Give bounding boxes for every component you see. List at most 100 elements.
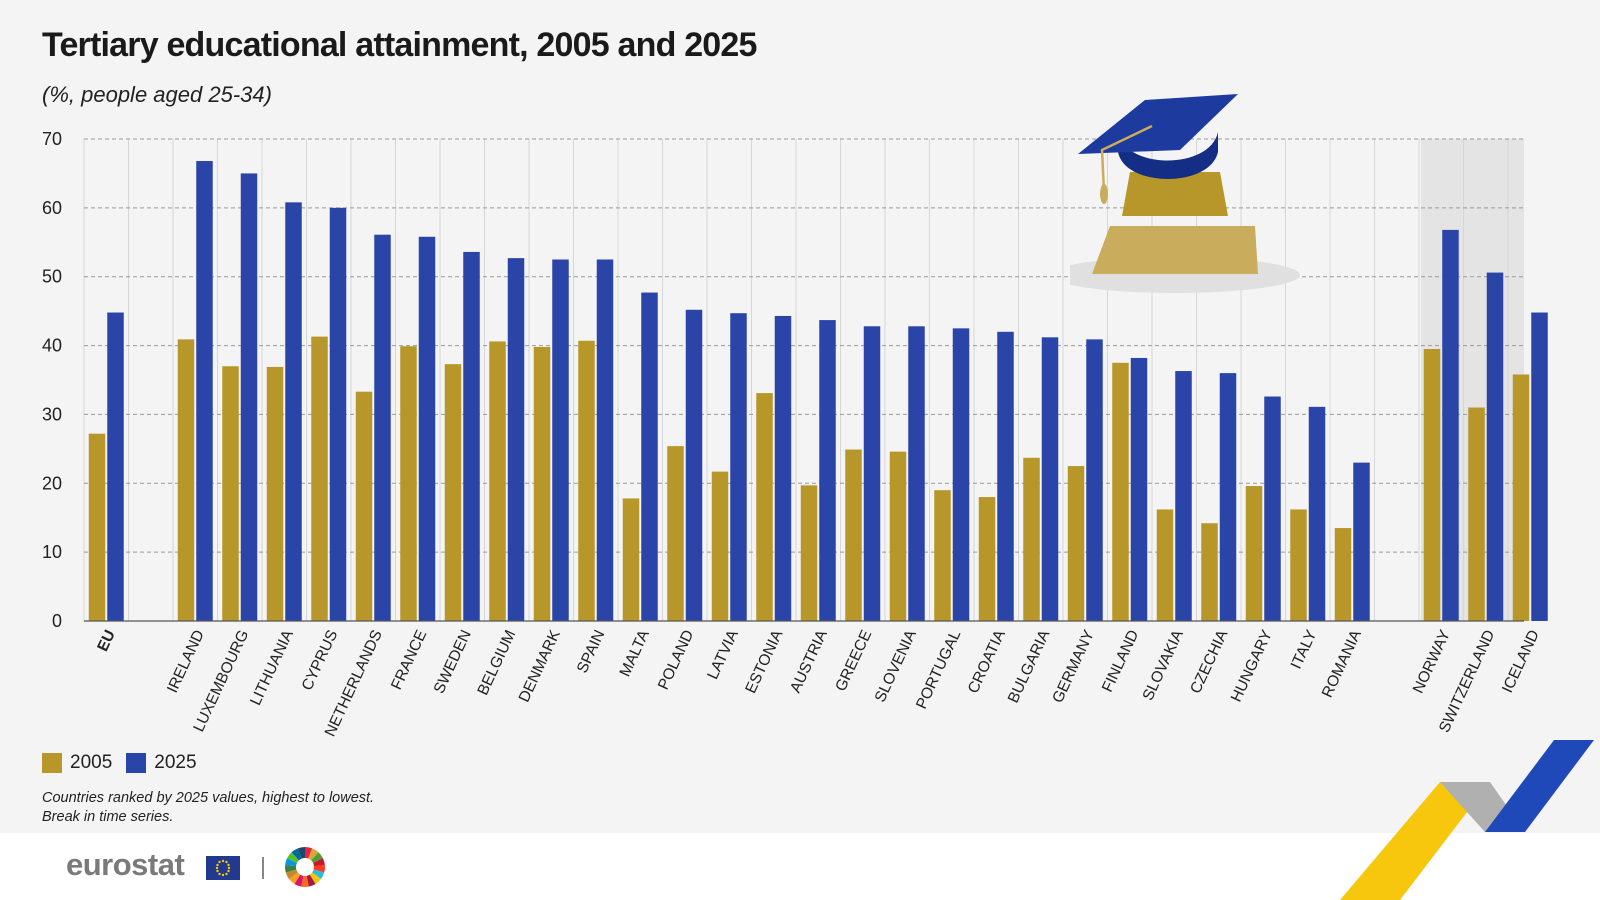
chart-title: Tertiary educational attainment, 2005 an… (42, 26, 757, 64)
bar-2005 (756, 393, 773, 621)
bar-2025 (1353, 462, 1370, 621)
bar-2005 (489, 341, 506, 621)
category-label: ICELAND (1499, 628, 1543, 696)
bar-2005 (1512, 374, 1530, 621)
bar-2005 (1334, 528, 1352, 621)
category-label: EU (94, 628, 119, 655)
footer-divider (262, 857, 264, 879)
legend: 2005 2025 (42, 752, 197, 774)
category-label: POLAND (655, 628, 697, 693)
category-label: CZECHIA (1187, 627, 1231, 696)
y-tick-label: 0 (52, 611, 62, 631)
bar-2025 (1130, 357, 1148, 621)
bar-2025 (596, 259, 614, 621)
bar-2025 (1486, 272, 1504, 621)
bar-2025 (952, 328, 970, 621)
bar-2005 (533, 346, 551, 621)
category-label: CROATIA (965, 627, 1009, 696)
bar-2005 (400, 346, 417, 621)
bar-2025 (285, 202, 302, 621)
bar-2005 (934, 490, 951, 621)
category-label: LITHUANIA (247, 627, 297, 708)
bar-2005 (444, 364, 462, 621)
bar-2025 (641, 292, 658, 621)
y-tick-label: 70 (42, 129, 62, 149)
bar-2025 (997, 331, 1014, 621)
bar-2005 (266, 366, 284, 621)
bar-2025 (107, 312, 124, 621)
bar-2005 (1245, 486, 1263, 621)
legend-swatch-2005 (42, 753, 62, 773)
bar-2025 (1442, 229, 1459, 622)
category-label: DENMARK (516, 627, 564, 705)
bar-2025 (507, 258, 525, 621)
category-label: NORWAY (1410, 628, 1454, 697)
bar-2005 (889, 451, 907, 621)
bar-2005 (1023, 457, 1040, 621)
footer-bar (0, 833, 1600, 900)
category-label: ROMANIA (1319, 627, 1365, 700)
bar-2025 (552, 259, 569, 621)
legend-label-2005: 2005 (70, 752, 113, 773)
bar-2025 (774, 315, 792, 621)
bar-2005 (800, 485, 818, 621)
bar-2005 (622, 498, 640, 621)
bar-2005 (1423, 349, 1441, 621)
bar-2005 (1112, 362, 1129, 621)
bar-2025 (908, 326, 925, 621)
y-tick-label: 30 (42, 404, 62, 424)
bar-2025 (1264, 396, 1281, 621)
y-tick-label: 20 (42, 473, 62, 493)
category-label: SPAIN (574, 628, 609, 676)
bar-2005 (578, 340, 595, 621)
bar-2025 (329, 207, 347, 621)
y-tick-label: 50 (42, 267, 62, 287)
category-label: AUSTRIA (787, 627, 831, 696)
category-label: LATVIA (704, 627, 742, 682)
bar-2025 (819, 320, 836, 621)
bar-2005 (667, 446, 684, 621)
bar-2025 (240, 173, 258, 621)
category-label: FRANCE (388, 628, 430, 693)
category-label: SWEDEN (431, 628, 475, 697)
bar-2005 (1067, 466, 1085, 621)
bar-2025 (1531, 312, 1548, 621)
category-label: ITALY (1288, 628, 1321, 672)
sdg-wheel-icon (285, 847, 325, 887)
bar-2005 (88, 433, 106, 621)
legend-item-2005: 2005 (42, 752, 112, 774)
bar-2025 (374, 234, 391, 621)
category-label: BELGIUM (474, 628, 519, 698)
bar-2025 (1175, 371, 1192, 621)
graduation-cap-icon (1070, 94, 1300, 293)
category-label: CYPRUS (299, 628, 342, 694)
legend-item-2025: 2025 (126, 752, 197, 774)
bar-2005 (355, 391, 373, 621)
bar-2005 (1290, 509, 1307, 621)
chart-subtitle: (%, people aged 25-34) (42, 82, 272, 107)
bar-2005 (311, 336, 328, 621)
category-label: GREECE (832, 628, 875, 695)
legend-label-2025: 2025 (154, 752, 197, 773)
bar-2005 (222, 366, 239, 621)
eu-flag-icon (206, 856, 240, 880)
y-tick-label: 40 (42, 336, 62, 356)
category-label: PORTUGAL (913, 627, 964, 712)
y-tick-label: 60 (42, 198, 62, 218)
bar-2025 (730, 313, 747, 621)
eurostat-logo: eurostat (66, 847, 185, 882)
bar-2025 (1219, 373, 1237, 621)
category-label: MALTA (617, 627, 654, 680)
decorative-stripes (1340, 740, 1594, 900)
category-label: BULGARIA (1005, 627, 1054, 706)
bar-2025 (1308, 406, 1326, 621)
y-tick-label: 10 (42, 542, 62, 562)
category-label: FINLAND (1099, 628, 1142, 695)
break-note: Break in time series. (42, 809, 174, 825)
bar-2025 (1086, 339, 1103, 621)
bar-2005 (1201, 523, 1218, 621)
bar-2005 (1468, 407, 1485, 621)
category-label: ESTONIA (742, 627, 786, 696)
bar-2005 (1156, 509, 1174, 621)
bar-2025 (1041, 337, 1059, 621)
